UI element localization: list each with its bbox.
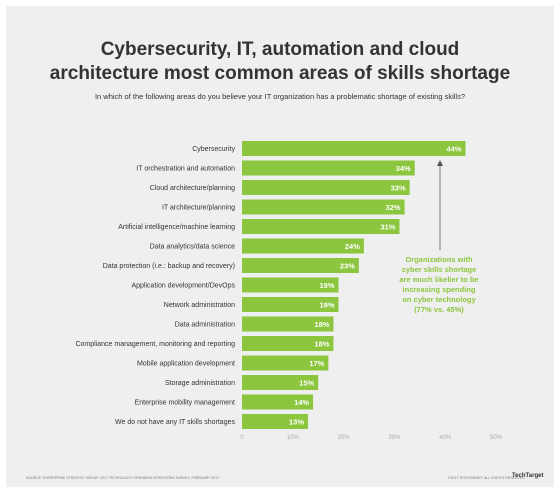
bar-value-label: 23% [340,262,355,271]
category-label: Compliance management, monitoring and re… [75,341,235,348]
x-tick-label: 0 [240,435,244,441]
category-label: Artificial intelligence/machine learning [118,224,235,231]
category-label: Data administration [175,322,235,329]
annotation-arrow [437,160,443,166]
bar [242,160,415,176]
category-label: Enterprise mobility management [135,400,235,407]
annotation-line: on cyber technology [402,295,476,304]
bar [242,355,329,371]
title-line-1: Cybersecurity, IT, automation and cloud [100,39,460,60]
copyright-note: ©2017 TECHTARGET. ALL RIGHTS RESERVED. [448,476,526,480]
x-tick-label: 40% [439,435,452,441]
annotation-line: increasing spending [402,285,476,294]
bar [242,297,339,312]
bar [242,414,309,429]
annotation-text: Organizations with cyber skills shortage… [382,255,496,315]
chart-subtitle: In which of the following areas do you b… [94,92,466,101]
bar-value-label: 24% [345,242,360,251]
annotation-line: are much likelier to be [399,275,479,284]
bar [242,199,405,215]
title-line-2: architecture most common areas of skills… [49,63,511,84]
bar-value-label: 32% [386,203,401,212]
category-label: Cloud architecture/planning [150,185,235,192]
bar-value-label: 17% [309,359,324,368]
x-tick-label: 10% [287,435,300,441]
bar [242,336,334,351]
chart-title: Cybersecurity, IT, automation and cloud … [0,38,560,86]
category-label: Storage administration [165,380,235,387]
annotation-line: cyber skills shortage [401,265,477,274]
category-label: Cybersecurity [192,146,235,153]
bar [242,394,314,410]
category-label: IT architecture/planning [162,205,235,212]
techtarget-logo: TechTarget [512,473,544,479]
category-label: IT orchestration and automation [136,166,235,173]
bar [242,180,410,195]
bar [242,316,334,332]
bar-value-label: 18% [314,340,329,349]
category-label: Data protection (i.e.: backup and recove… [103,263,235,270]
bar [242,258,359,273]
x-tick-label: 50% [490,435,503,441]
x-tick-label: 20% [338,435,351,441]
annotation-line: (77% vs. 45%) [414,305,464,314]
category-label: Application development/DevOps [131,283,235,290]
annotation-line: Organizations with [405,255,473,264]
category-label: Network administration [164,302,235,309]
bar-value-label: 15% [299,379,314,388]
category-label: Data analytics/data science [150,244,235,251]
bar-value-label: 19% [320,301,335,310]
x-tick-label: 30% [388,435,401,441]
bar [242,277,339,293]
bar-value-label: 31% [380,223,395,232]
bar-value-label: 34% [396,164,411,173]
bar-value-label: 44% [447,145,462,154]
bar-value-label: 18% [314,320,329,329]
bar-value-label: 14% [294,398,309,407]
bar [242,375,319,390]
bar [242,219,400,234]
bar-value-label: 33% [391,184,406,193]
category-label: Mobile application development [137,361,235,368]
source-note: SOURCE: ENTERPRISE STRATEGY GROUP, 2017 … [26,476,220,480]
bar-value-label: 13% [289,418,304,427]
bar [242,141,466,156]
category-label: We do not have any IT skills shortages [115,419,235,426]
bar [242,238,364,254]
bar-value-label: 19% [320,281,335,290]
